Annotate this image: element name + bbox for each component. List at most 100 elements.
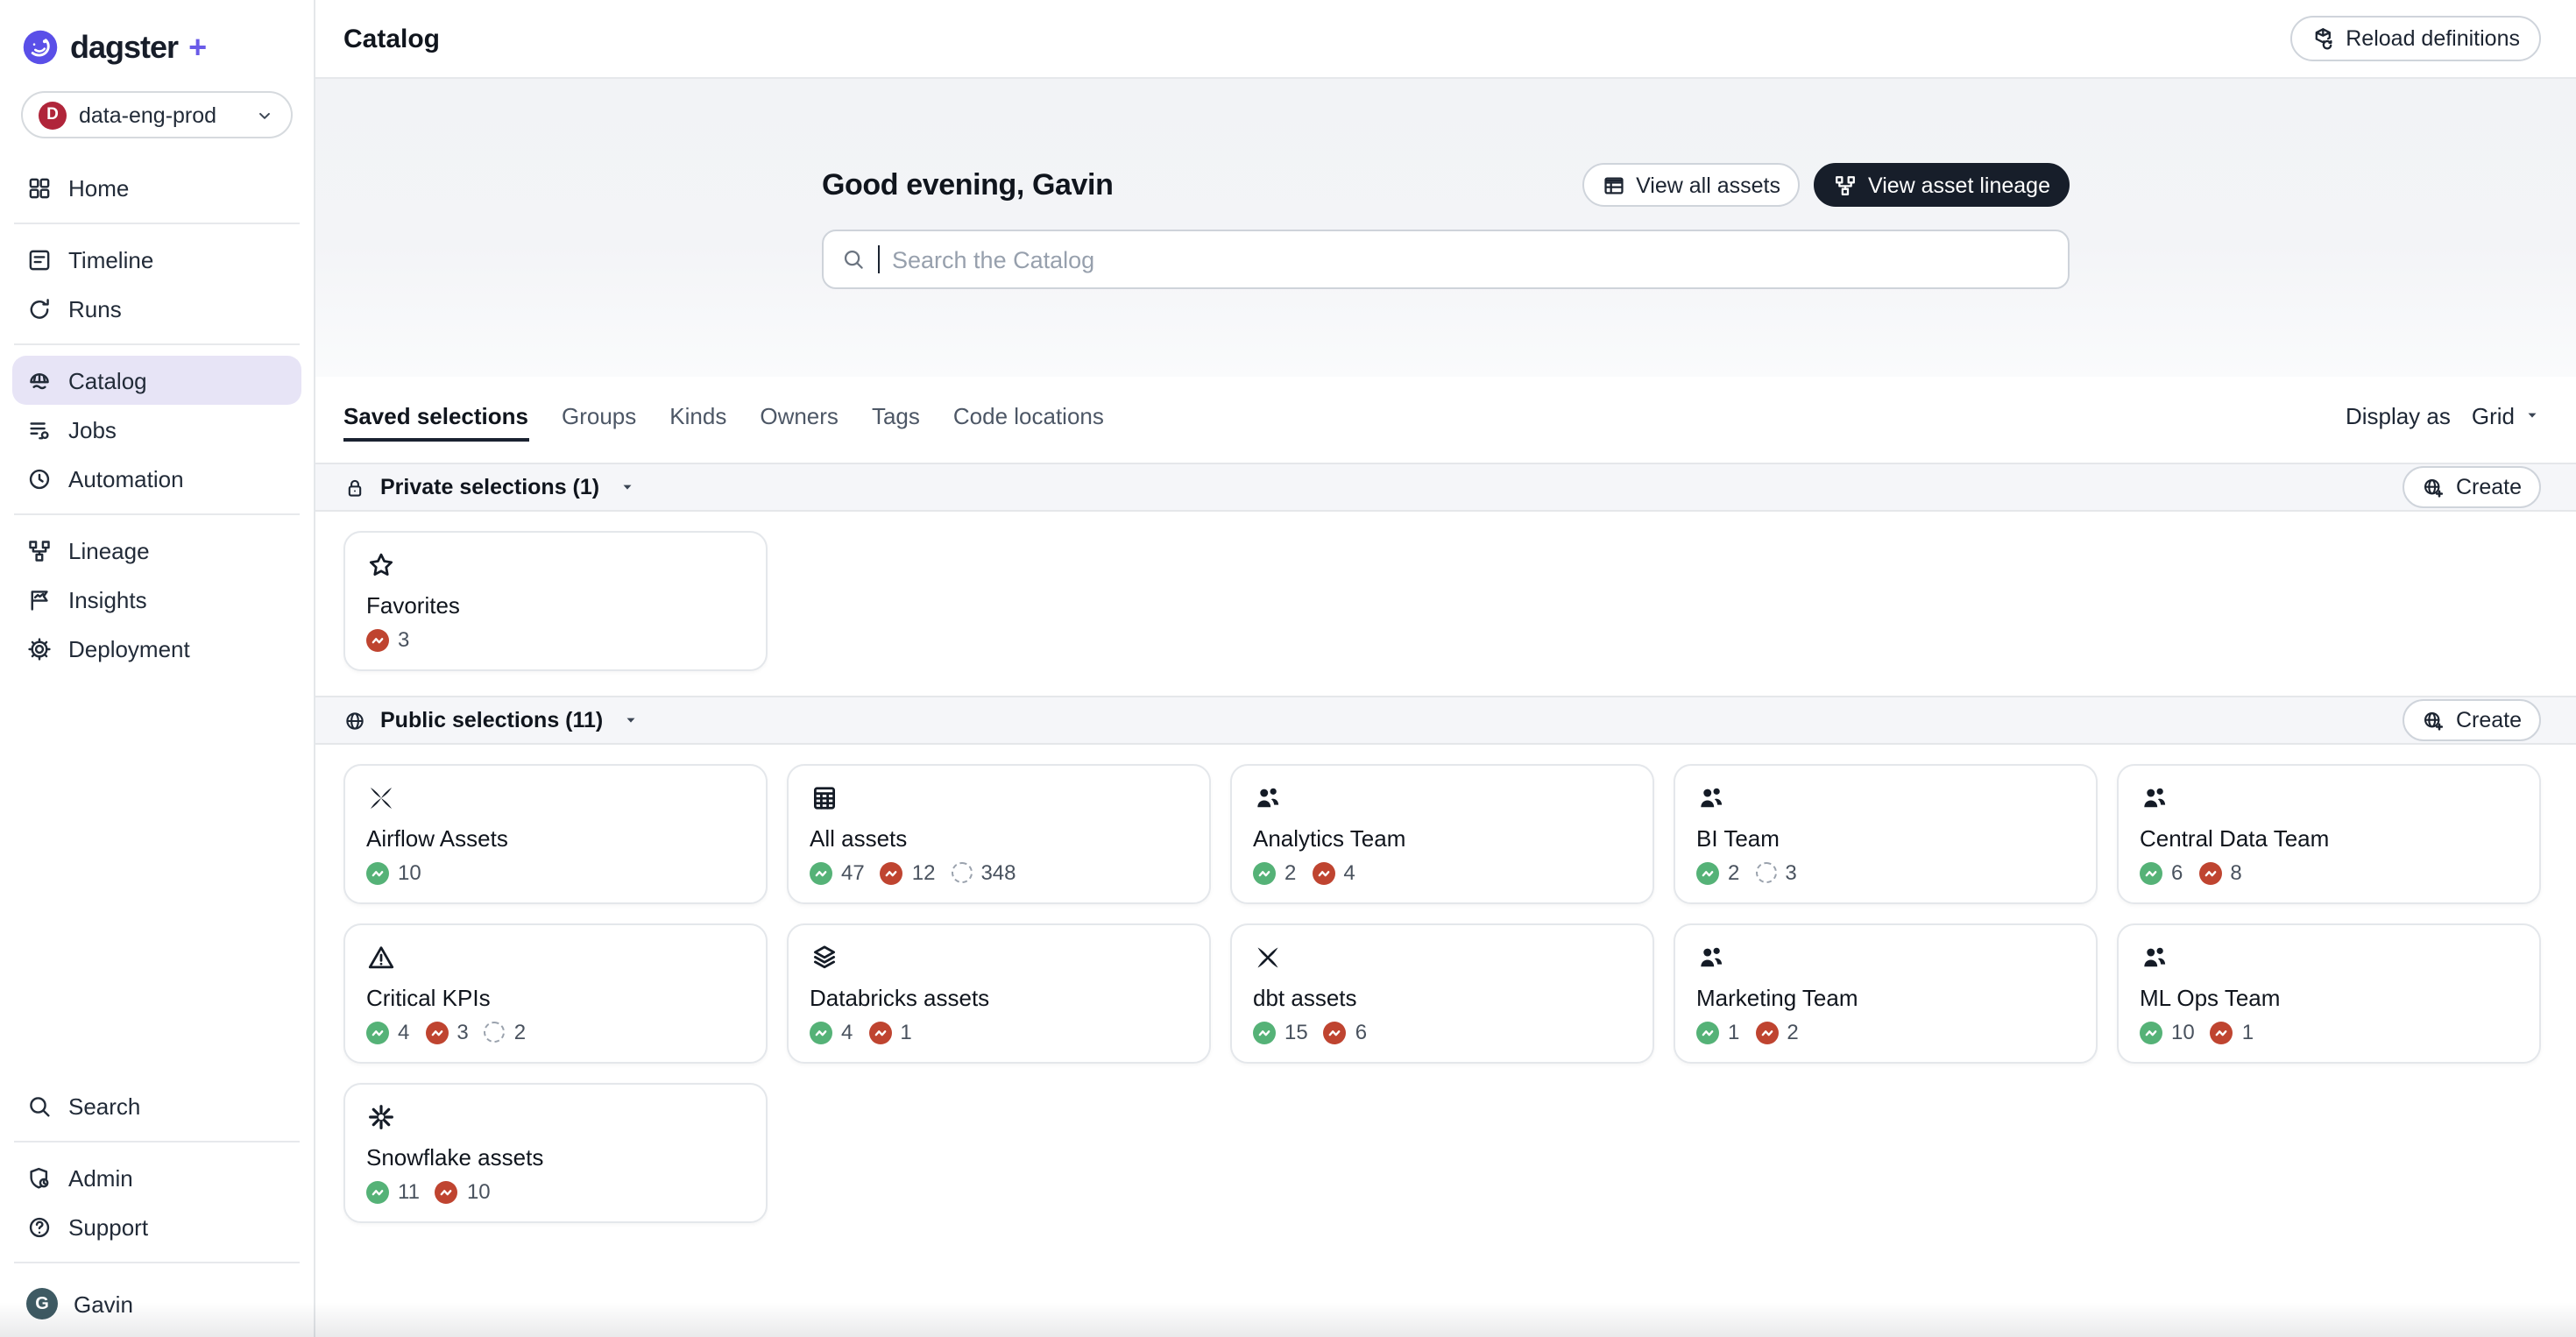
tab-kinds[interactable]: Kinds bbox=[669, 402, 727, 428]
table-icon bbox=[1601, 173, 1625, 197]
sidebar-item-deployment[interactable]: Deployment bbox=[12, 624, 301, 673]
status-success-icon bbox=[810, 1021, 832, 1043]
search-icon bbox=[26, 1093, 53, 1119]
create-public-selection-button[interactable]: Create bbox=[2403, 699, 2541, 741]
status-badge-success: 10 bbox=[366, 860, 421, 885]
status-success-icon bbox=[810, 861, 832, 884]
status-success-icon bbox=[366, 861, 389, 884]
sidebar-item-insights[interactable]: Insights bbox=[12, 575, 301, 624]
status-success-icon bbox=[2140, 861, 2162, 884]
sidebar-item-search[interactable]: Search bbox=[12, 1081, 301, 1130]
create-label: Create bbox=[2455, 475, 2522, 499]
tab-groups[interactable]: Groups bbox=[562, 402, 637, 428]
tab-saved-selections[interactable]: Saved selections bbox=[343, 389, 528, 442]
search-icon bbox=[841, 247, 866, 272]
sidebar-item-label: Timeline bbox=[68, 246, 154, 272]
user-name: Gavin bbox=[74, 1291, 133, 1317]
user-menu[interactable]: G Gavin bbox=[12, 1274, 301, 1333]
card-title: All assets bbox=[810, 825, 908, 852]
sidebar-item-jobs[interactable]: Jobs bbox=[12, 405, 301, 454]
status-success-icon bbox=[1253, 861, 1276, 884]
selection-card-favorites[interactable]: Favorites 3 bbox=[343, 531, 768, 671]
reload-definitions-label: Reload definitions bbox=[2346, 26, 2520, 51]
selection-card-snowflake-assets[interactable]: Snowflake assets 11 10 bbox=[343, 1083, 768, 1223]
status-badge-success: 10 bbox=[2140, 1020, 2195, 1044]
divider bbox=[14, 513, 300, 515]
dbt-icon bbox=[1253, 943, 1283, 973]
selection-card-all-assets[interactable]: All assets 47 12 348 bbox=[787, 764, 1211, 904]
sidebar-item-label: Lineage bbox=[68, 537, 150, 563]
status-failed-icon bbox=[868, 1021, 892, 1043]
create-private-selection-button[interactable]: Create bbox=[2403, 466, 2541, 508]
sidebar-item-home[interactable]: Home bbox=[12, 163, 301, 212]
status-badge-missing: 348 bbox=[951, 860, 1016, 885]
jobs-icon bbox=[26, 416, 53, 442]
tab-tags[interactable]: Tags bbox=[871, 402, 920, 428]
sidebar-item-catalog[interactable]: Catalog bbox=[12, 356, 301, 405]
status-badge-success: 47 bbox=[810, 860, 865, 885]
status-count: 10 bbox=[398, 860, 421, 885]
status-count: 6 bbox=[2171, 860, 2183, 885]
selection-card-databricks-assets[interactable]: Databricks assets 4 1 bbox=[787, 923, 1211, 1064]
status-count: 4 bbox=[1343, 860, 1355, 885]
sidebar-item-timeline[interactable]: Timeline bbox=[12, 235, 301, 284]
tab-code-locations[interactable]: Code locations bbox=[952, 402, 1104, 428]
sidebar-item-admin[interactable]: Admin bbox=[12, 1153, 301, 1202]
sidebar-item-lineage[interactable]: Lineage bbox=[12, 526, 301, 575]
selection-card-analytics-team[interactable]: Analytics Team 2 4 bbox=[1230, 764, 1654, 904]
sidebar-item-runs[interactable]: Runs bbox=[12, 284, 301, 333]
card-title: dbt assets bbox=[1253, 985, 1357, 1011]
lineage-icon bbox=[1833, 173, 1858, 197]
sidebar-item-automation[interactable]: Automation bbox=[12, 454, 301, 503]
selection-card-central-data-team[interactable]: Central Data Team 6 8 bbox=[2117, 764, 2541, 904]
status-failed-icon bbox=[2210, 1021, 2233, 1043]
search-input[interactable] bbox=[892, 246, 2050, 272]
sidebar-item-support[interactable]: Support bbox=[12, 1202, 301, 1251]
divider bbox=[14, 343, 300, 345]
tab-owners[interactable]: Owners bbox=[760, 402, 839, 428]
status-missing-icon bbox=[484, 1022, 506, 1043]
team-icon bbox=[1696, 783, 1726, 813]
admin-icon bbox=[26, 1164, 53, 1191]
globe-plus-icon bbox=[2423, 476, 2445, 499]
sidebar-footer: Search Admin Support G Gavin bbox=[0, 1081, 314, 1337]
private-selections-toggle[interactable]: Private selections (1) bbox=[343, 475, 636, 499]
divider bbox=[14, 223, 300, 224]
team-icon bbox=[1253, 783, 1283, 813]
brand-plus: + bbox=[188, 29, 208, 64]
status-count: 47 bbox=[841, 860, 865, 885]
catalog-search-box[interactable] bbox=[822, 230, 2070, 289]
selection-card-bi-team[interactable]: BI Team 2 3 bbox=[1674, 764, 2098, 904]
card-title: Databricks assets bbox=[810, 985, 990, 1011]
view-asset-lineage-button[interactable]: View asset lineage bbox=[1813, 163, 2070, 207]
status-count: 3 bbox=[1785, 860, 1797, 885]
home-icon bbox=[26, 174, 53, 201]
status-count: 8 bbox=[2230, 860, 2242, 885]
reload-definitions-button[interactable]: Reload definitions bbox=[2289, 16, 2541, 61]
selection-card-airflow-assets[interactable]: Airflow Assets 10 bbox=[343, 764, 768, 904]
airflow-icon bbox=[366, 783, 396, 813]
selection-card-critical-kpis[interactable]: Critical KPIs 4 3 2 bbox=[343, 923, 768, 1064]
display-as-dropdown[interactable]: Grid bbox=[2472, 402, 2541, 428]
public-selections-toggle[interactable]: Public selections (11) bbox=[343, 708, 640, 732]
status-failed-icon bbox=[366, 628, 389, 651]
brand-logo[interactable]: dagster + bbox=[0, 25, 314, 91]
automation-icon bbox=[26, 465, 53, 492]
star-icon bbox=[366, 550, 396, 580]
selection-card-ml-ops-team[interactable]: ML Ops Team 10 1 bbox=[2117, 923, 2541, 1064]
view-all-assets-button[interactable]: View all assets bbox=[1582, 163, 1800, 207]
insights-icon bbox=[26, 586, 53, 612]
deployment-selector[interactable]: D data-eng-prod bbox=[21, 91, 293, 138]
card-status-row: 10 1 bbox=[2140, 1020, 2518, 1044]
catalog-icon bbox=[26, 367, 53, 393]
selection-card-marketing-team[interactable]: Marketing Team 1 2 bbox=[1674, 923, 2098, 1064]
status-badge-success: 4 bbox=[366, 1020, 409, 1044]
private-selections-grid: Favorites 3 bbox=[343, 531, 2541, 671]
status-failed-icon bbox=[435, 1180, 458, 1203]
selection-card-dbt-assets[interactable]: dbt assets 15 6 bbox=[1230, 923, 1654, 1064]
status-success-icon bbox=[1253, 1021, 1276, 1043]
sidebar-item-label: Runs bbox=[68, 295, 122, 322]
team-icon bbox=[2140, 783, 2169, 813]
status-count: 4 bbox=[398, 1020, 410, 1044]
status-count: 3 bbox=[456, 1020, 469, 1044]
